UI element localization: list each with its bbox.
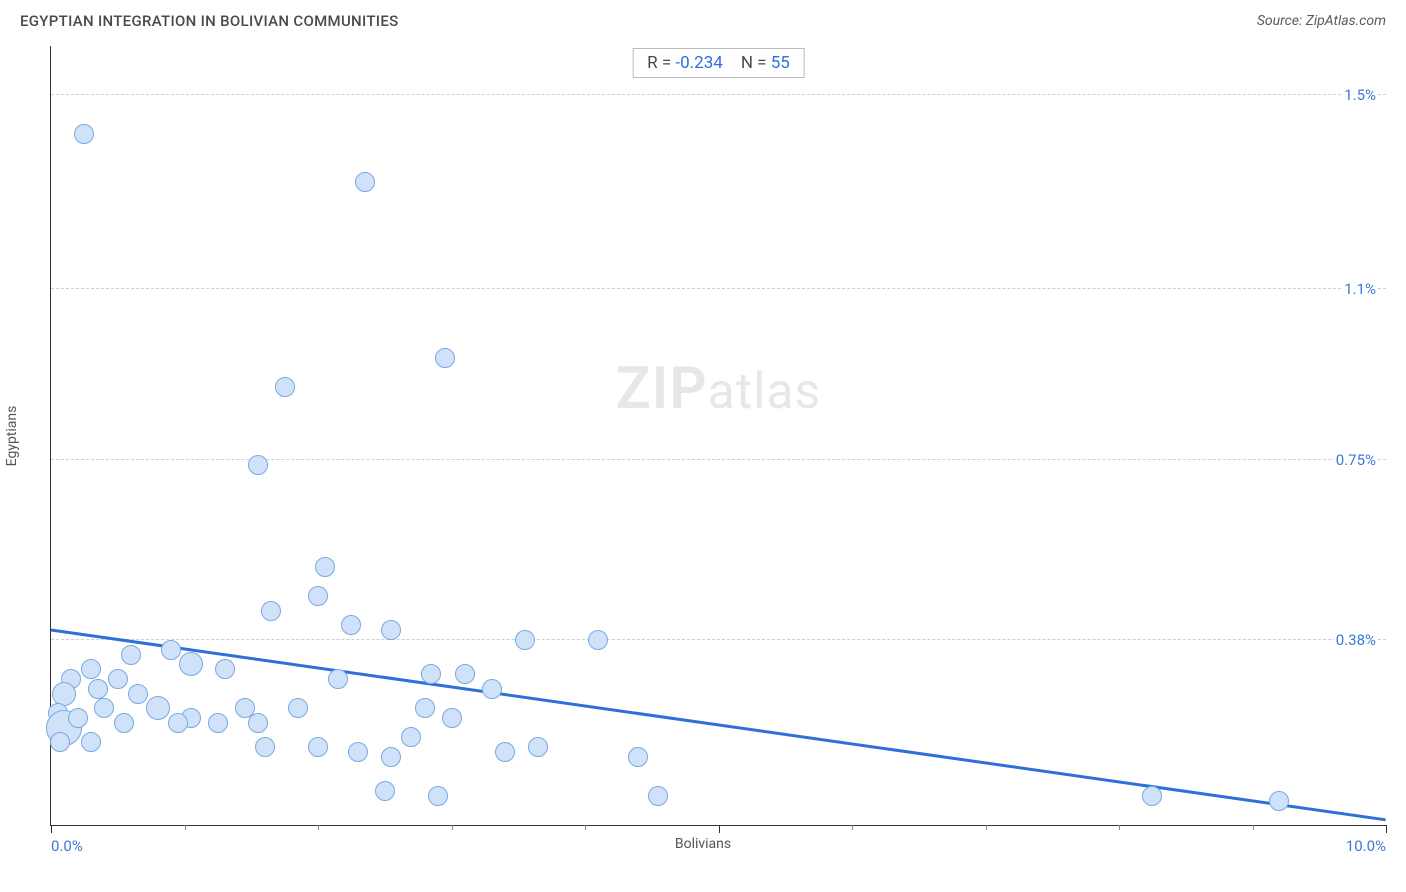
y-axis-label: Egyptians	[4, 406, 20, 467]
data-point	[50, 732, 70, 752]
data-point	[114, 713, 134, 733]
data-point	[88, 679, 108, 699]
n-label: N =	[741, 53, 767, 73]
n-value: 55	[771, 53, 790, 73]
data-point	[355, 172, 375, 192]
page-title: EGYPTIAN INTEGRATION IN BOLIVIAN COMMUNI…	[20, 12, 398, 30]
x-tick-minor	[1253, 825, 1254, 830]
data-point	[401, 727, 421, 747]
x-max-label: 10.0%	[1346, 837, 1386, 855]
data-point	[248, 455, 268, 475]
data-point	[81, 732, 101, 752]
data-point	[215, 659, 235, 679]
data-point	[528, 737, 548, 757]
gridline	[51, 288, 1386, 289]
data-point	[421, 664, 441, 684]
chart-container: Egyptians R = -0.234 N = 55 ZIPatlas 0.3…	[20, 46, 1386, 826]
y-tick-label: 0.38%	[1334, 631, 1378, 649]
data-point	[68, 708, 88, 728]
data-point	[308, 737, 328, 757]
r-value: -0.234	[675, 53, 722, 73]
watermark: ZIPatlas	[616, 355, 822, 423]
x-tick-minor	[185, 825, 186, 830]
data-point	[415, 698, 435, 718]
data-point	[74, 124, 94, 144]
x-tick-minor	[585, 825, 586, 830]
gridline	[51, 94, 1386, 95]
data-point	[515, 630, 535, 650]
r-label: R =	[647, 53, 671, 73]
data-point	[348, 742, 368, 762]
data-point	[308, 586, 328, 606]
x-tick-minor	[452, 825, 453, 830]
n-stat: N = 55	[741, 53, 790, 73]
data-point	[52, 682, 76, 706]
data-point	[588, 630, 608, 650]
watermark-atlas: atlas	[708, 363, 822, 421]
data-point	[275, 377, 295, 397]
data-point	[375, 781, 395, 801]
data-point	[261, 601, 281, 621]
y-tick-label: 1.1%	[1342, 280, 1378, 298]
watermark-zip: ZIP	[616, 355, 708, 423]
x-tick-major	[51, 825, 52, 833]
data-point	[428, 786, 448, 806]
data-point	[495, 742, 515, 762]
data-point	[161, 640, 181, 660]
data-point	[94, 698, 114, 718]
data-point	[341, 615, 361, 635]
gridline	[51, 639, 1386, 640]
y-tick-label: 1.5%	[1342, 86, 1378, 104]
stats-box: R = -0.234 N = 55	[632, 48, 805, 78]
data-point	[146, 696, 170, 720]
data-point	[381, 747, 401, 767]
y-tick-label: 0.75%	[1334, 451, 1378, 469]
data-point	[208, 713, 228, 733]
data-point	[482, 679, 502, 699]
data-point	[328, 669, 348, 689]
data-point	[455, 664, 475, 684]
r-stat: R = -0.234	[647, 53, 723, 73]
data-point	[108, 669, 128, 689]
data-point	[435, 348, 455, 368]
data-point	[179, 652, 203, 676]
x-tick-minor	[986, 825, 987, 830]
x-min-label: 0.0%	[51, 837, 83, 855]
data-point	[255, 737, 275, 757]
data-point	[381, 620, 401, 640]
x-tick-minor	[852, 825, 853, 830]
x-tick-major	[1386, 825, 1387, 833]
header: EGYPTIAN INTEGRATION IN BOLIVIAN COMMUNI…	[0, 0, 1406, 36]
data-point	[442, 708, 462, 728]
x-tick-minor	[318, 825, 319, 830]
source-attribution: Source: ZipAtlas.com	[1257, 13, 1386, 29]
data-point	[648, 786, 668, 806]
x-tick-minor	[1119, 825, 1120, 830]
data-point	[168, 713, 188, 733]
x-axis-label: Bolivians	[675, 836, 731, 852]
data-point	[121, 645, 141, 665]
data-point	[128, 684, 148, 704]
x-tick-major	[719, 825, 720, 833]
scatter-plot: R = -0.234 N = 55 ZIPatlas 0.38% 0.75% 1.1…	[50, 46, 1386, 826]
data-point	[1269, 791, 1289, 811]
data-point	[248, 713, 268, 733]
data-point	[315, 557, 335, 577]
data-point	[288, 698, 308, 718]
data-point	[1142, 786, 1162, 806]
data-point	[81, 659, 101, 679]
data-point	[628, 747, 648, 767]
